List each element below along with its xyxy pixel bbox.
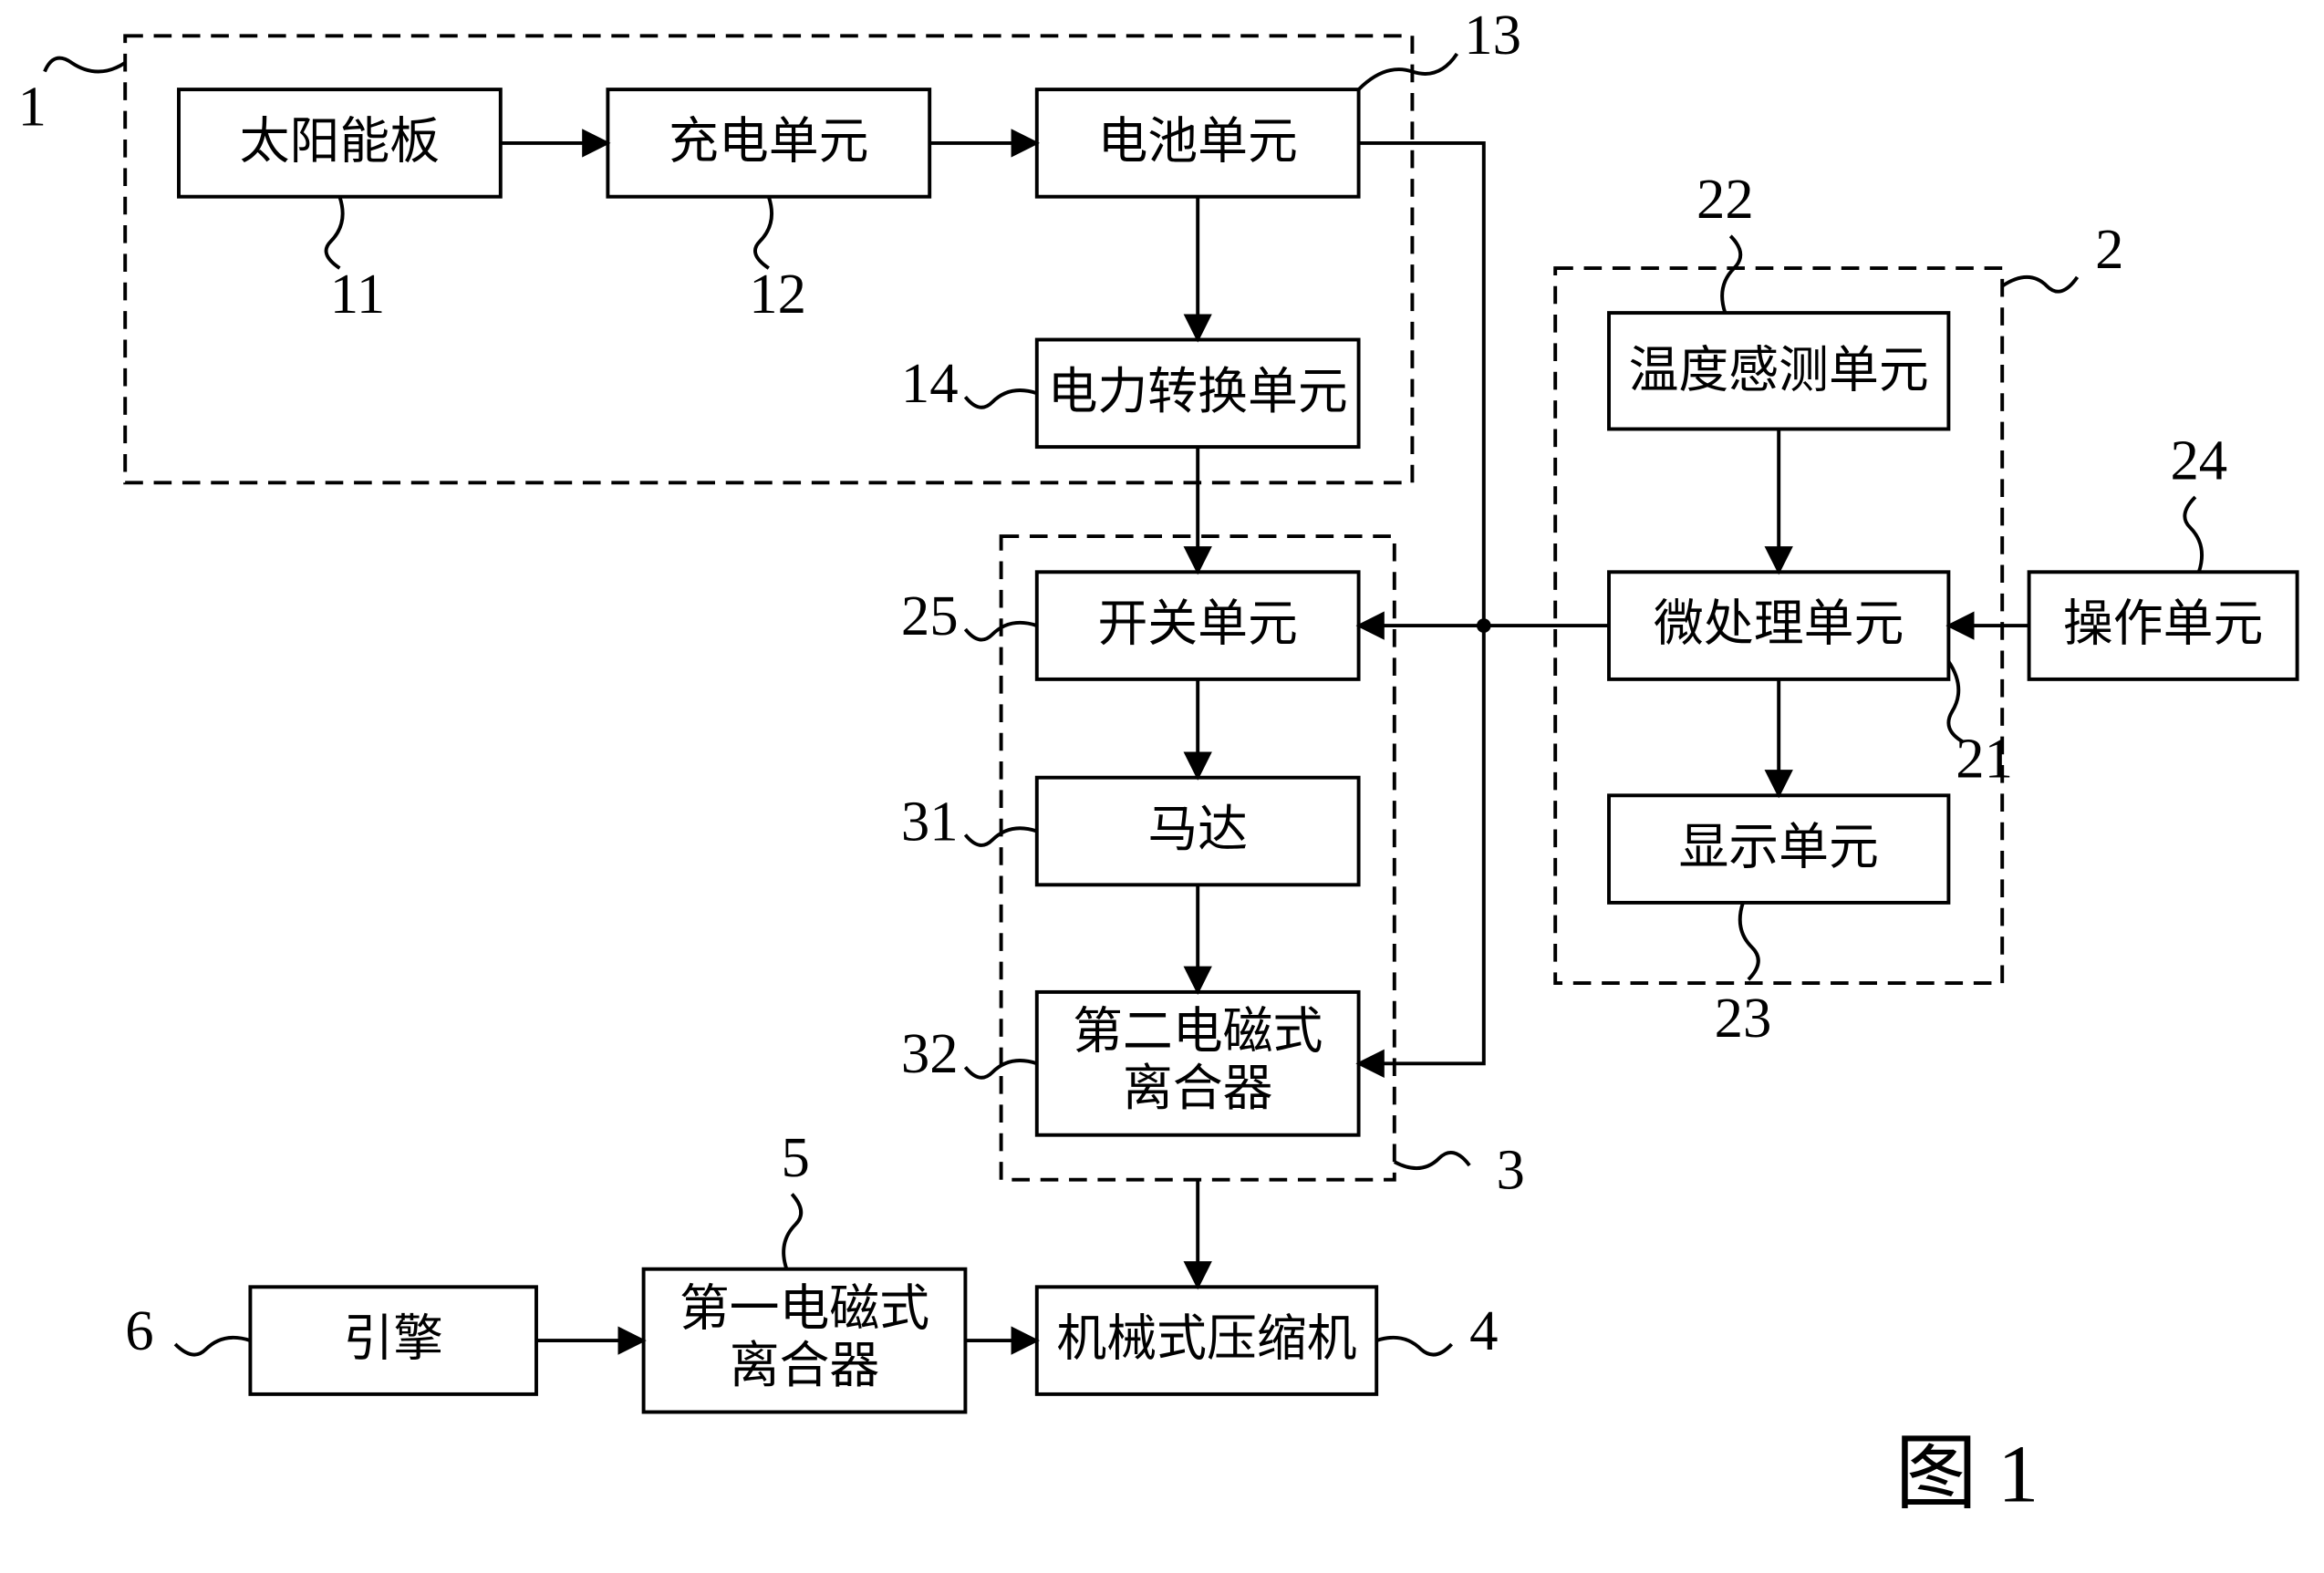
lead-6 bbox=[175, 1338, 250, 1355]
figure-label: 图 1 bbox=[1895, 1429, 2039, 1520]
ref-25: 25 bbox=[901, 584, 959, 647]
node-clutch-2: 第二电磁式 离合器 bbox=[1037, 992, 1359, 1135]
svg-text:第二电磁式: 第二电磁式 bbox=[1073, 1003, 1323, 1059]
ref-24: 24 bbox=[2170, 428, 2227, 492]
ref-32: 32 bbox=[901, 1021, 959, 1085]
node-solar-panel: 太阳能板 bbox=[179, 89, 501, 197]
svg-text:电力转换单元: 电力转换单元 bbox=[1048, 364, 1348, 419]
svg-text:机械式压缩机: 机械式压缩机 bbox=[1056, 1311, 1356, 1367]
svg-text:第一电磁式: 第一电磁式 bbox=[680, 1280, 929, 1336]
ref-14: 14 bbox=[901, 351, 959, 415]
lead-22 bbox=[1722, 236, 1740, 313]
svg-text:离合器: 离合器 bbox=[730, 1338, 880, 1393]
lead-12 bbox=[755, 197, 772, 268]
ref-4: 4 bbox=[1469, 1299, 1498, 1362]
node-temp-sense: 温度感测单元 bbox=[1609, 313, 1948, 429]
ref-23: 23 bbox=[1715, 986, 1772, 1050]
lead-2 bbox=[2002, 277, 2077, 292]
node-display-unit: 显示单元 bbox=[1609, 795, 1948, 903]
svg-text:电池单元: 电池单元 bbox=[1097, 113, 1298, 169]
node-clutch-1: 第一电磁式 离合器 bbox=[644, 1269, 966, 1413]
svg-text:微处理单元: 微处理单元 bbox=[1654, 596, 1904, 652]
lead-13 bbox=[1359, 54, 1458, 89]
lead-24 bbox=[2184, 497, 2202, 572]
lead-23 bbox=[1740, 903, 1759, 979]
lead-4 bbox=[1376, 1338, 1451, 1355]
ref-21: 21 bbox=[1956, 727, 2013, 791]
svg-text:引擎: 引擎 bbox=[343, 1311, 443, 1367]
ref-5: 5 bbox=[782, 1125, 810, 1189]
node-motor: 马达 bbox=[1037, 778, 1359, 885]
node-charging-unit: 充电单元 bbox=[607, 89, 929, 197]
node-switch-unit: 开关单元 bbox=[1037, 572, 1359, 679]
ref-31: 31 bbox=[901, 789, 959, 853]
ref-12: 12 bbox=[749, 262, 806, 326]
lead-14 bbox=[965, 390, 1036, 408]
lead-1 bbox=[45, 58, 125, 72]
svg-text:显示单元: 显示单元 bbox=[1678, 820, 1879, 875]
ref-6: 6 bbox=[125, 1299, 153, 1362]
ref-2: 2 bbox=[2095, 217, 2123, 281]
edge-13-bus bbox=[1359, 143, 1484, 1063]
lead-5 bbox=[783, 1194, 801, 1268]
svg-text:操作单元: 操作单元 bbox=[2063, 596, 2263, 652]
node-mcu: 微处理单元 bbox=[1609, 572, 1948, 679]
svg-text:离合器: 离合器 bbox=[1123, 1061, 1273, 1116]
ref-13: 13 bbox=[1464, 3, 1521, 67]
ref-22: 22 bbox=[1696, 167, 1754, 231]
node-battery-unit: 电池单元 bbox=[1037, 89, 1359, 197]
ref-1: 1 bbox=[18, 74, 47, 138]
block-diagram: 太阳能板 充电单元 电池单元 电力转换单元 温度感测单元 开关单元 微处理单元 … bbox=[0, 0, 2324, 1573]
lead-11 bbox=[327, 197, 343, 268]
node-operate-unit: 操作单元 bbox=[2029, 572, 2298, 679]
node-engine: 引擎 bbox=[250, 1287, 536, 1394]
lead-3 bbox=[1395, 1153, 1469, 1168]
ref-3: 3 bbox=[1497, 1138, 1525, 1202]
svg-text:马达: 马达 bbox=[1147, 802, 1248, 857]
ref-11: 11 bbox=[330, 262, 385, 326]
svg-text:充电单元: 充电单元 bbox=[669, 113, 869, 169]
svg-text:温度感测单元: 温度感测单元 bbox=[1629, 342, 1929, 398]
node-compressor: 机械式压缩机 bbox=[1037, 1287, 1376, 1394]
svg-text:开关单元: 开关单元 bbox=[1097, 596, 1298, 652]
junction-dot bbox=[1477, 618, 1491, 633]
svg-text:太阳能板: 太阳能板 bbox=[240, 113, 441, 169]
node-power-convert: 电力转换单元 bbox=[1037, 340, 1359, 448]
